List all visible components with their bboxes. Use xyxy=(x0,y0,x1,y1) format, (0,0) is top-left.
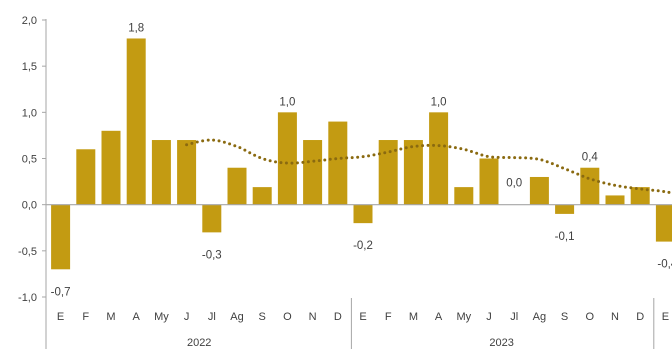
bar xyxy=(76,149,96,205)
data-label: -0,1 xyxy=(555,231,575,243)
y-tick-label: -1,0 xyxy=(18,292,37,304)
x-axis: E F M A My J Jl Ag S O N D E F M A My J Jl Ag S O N D E 2022 2023 xyxy=(46,204,672,349)
x-tick-label: D xyxy=(636,311,644,323)
x-tick-label: N xyxy=(611,311,619,323)
x-tick-label: M xyxy=(409,311,418,323)
y-tick-label: 0,5 xyxy=(22,154,37,166)
bar xyxy=(529,176,549,205)
data-label: 0,0 xyxy=(506,178,522,190)
x-tick-label: O xyxy=(586,311,595,323)
x-tick-label: E xyxy=(662,311,669,323)
x-tick-label: J xyxy=(184,311,190,323)
bar xyxy=(555,204,575,214)
y-tick-label: 2,0 xyxy=(22,15,37,27)
data-labels: -0,7 1,8 -0,3 1,0 -0,2 1,0 0,0 -0,1 0,4 -0,4 xyxy=(51,22,672,298)
x-tick-label: S xyxy=(561,311,568,323)
y-tick-label: 1,5 xyxy=(22,61,37,73)
bar xyxy=(252,187,272,205)
data-label: -0,4 xyxy=(657,259,672,271)
x-tick-label: A xyxy=(435,311,443,323)
x-tick-label: My xyxy=(456,311,471,323)
data-label: -0,7 xyxy=(51,286,71,298)
bar xyxy=(202,204,222,233)
y-axis: -1,0 -0,5 0,0 0,5 1,0 1,5 2,0 xyxy=(18,15,47,349)
bar xyxy=(101,130,121,205)
x-tick-label: O xyxy=(283,311,292,323)
bar xyxy=(277,112,297,205)
data-label: -0,2 xyxy=(353,240,373,252)
bar xyxy=(51,204,71,270)
bar xyxy=(126,38,146,205)
y-tick-label: -0,5 xyxy=(18,246,37,258)
x-tick-label: Ag xyxy=(230,311,243,323)
x-tick-label: F xyxy=(385,311,392,323)
x-tick-label: Jl xyxy=(510,311,518,323)
trend-curve xyxy=(185,138,672,195)
year-label: 2023 xyxy=(489,337,513,349)
data-label: 1,0 xyxy=(279,96,295,108)
x-tick-label: A xyxy=(133,311,141,323)
bar xyxy=(580,167,600,205)
bar xyxy=(403,140,423,205)
y-tick-label: 0,0 xyxy=(22,200,37,212)
x-tick-label: Jl xyxy=(208,311,216,323)
bar xyxy=(630,187,650,205)
bar xyxy=(353,204,373,224)
data-label: -0,3 xyxy=(202,249,222,261)
bar xyxy=(429,112,449,205)
y-tick-label: 1,0 xyxy=(22,107,37,119)
year-label: 2022 xyxy=(187,337,211,349)
x-tick-label: S xyxy=(259,311,266,323)
bar xyxy=(151,140,171,205)
bars xyxy=(51,38,672,270)
x-tick-label: E xyxy=(57,311,64,323)
bar xyxy=(177,140,197,205)
bar xyxy=(328,121,348,205)
data-label: 1,0 xyxy=(431,96,447,108)
x-tick-label: F xyxy=(82,311,89,323)
x-tick-label: N xyxy=(309,311,317,323)
data-label: 0,4 xyxy=(582,152,599,164)
data-label: 1,8 xyxy=(128,22,144,34)
bar xyxy=(303,140,323,205)
trend-line xyxy=(185,138,672,195)
x-tick-label: M xyxy=(106,311,115,323)
bar xyxy=(655,204,672,242)
x-tick-label: E xyxy=(359,311,366,323)
x-tick-label: Ag xyxy=(533,311,546,323)
bar xyxy=(479,158,499,205)
x-tick-label: My xyxy=(154,311,169,323)
x-tick-label: J xyxy=(486,311,492,323)
bar xyxy=(454,187,474,205)
bar xyxy=(227,167,247,205)
bar xyxy=(605,195,625,205)
x-tick-label: D xyxy=(334,311,342,323)
bar xyxy=(378,140,398,205)
